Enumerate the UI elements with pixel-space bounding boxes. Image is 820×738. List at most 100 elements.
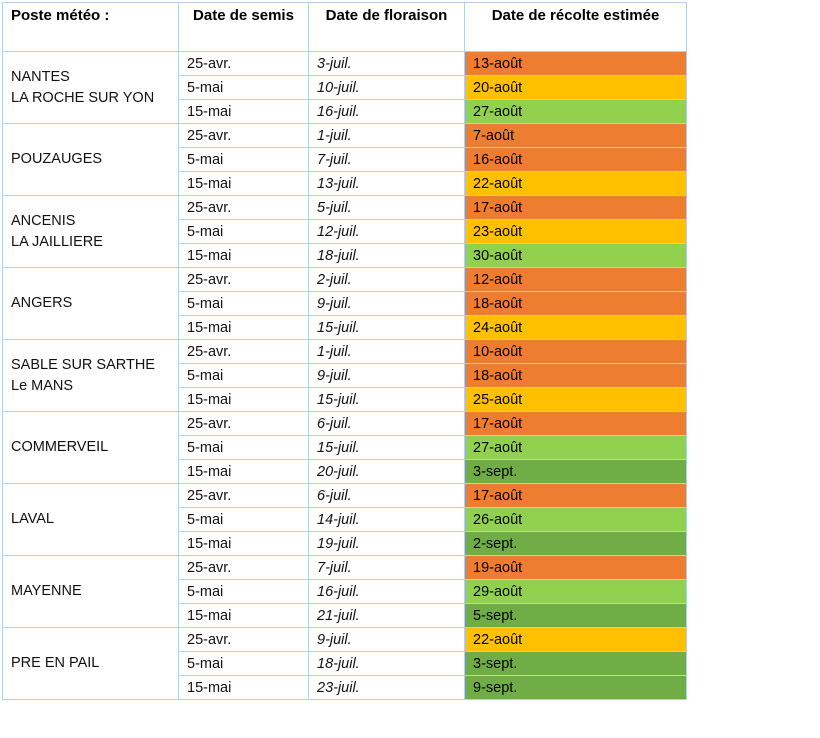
table-row: 15-mai 16-juil. 27-août	[3, 99, 687, 124]
semis-cell: 25-avr.	[178, 123, 309, 148]
station-cell: SABLE SUR SARTHE Le MANS	[2, 339, 179, 412]
floraison-cell: 12-juil.	[308, 219, 465, 244]
floraison-cell: 18-juil.	[308, 243, 465, 268]
semis-cell: 25-avr.	[178, 627, 309, 652]
recolte-cell: 10-août	[464, 339, 687, 364]
recolte-cell: 12-août	[464, 267, 687, 292]
table-row: 5-mai 14-juil. 26-août	[3, 507, 687, 532]
station-cell: LAVAL	[2, 483, 179, 556]
recolte-cell: 16-août	[464, 147, 687, 172]
floraison-cell: 20-juil.	[308, 459, 465, 484]
station-cell: MAYENNE	[2, 555, 179, 628]
header-date-semis: Date de semis	[178, 2, 309, 52]
floraison-cell: 13-juil.	[308, 171, 465, 196]
floraison-cell: 15-juil.	[308, 315, 465, 340]
table-row: 5-mai 9-juil. 18-août	[3, 291, 687, 316]
station-cell: ANCENIS LA JAILLIERE	[2, 195, 179, 268]
semis-cell: 25-avr.	[178, 411, 309, 436]
recolte-cell: 27-août	[464, 99, 687, 124]
table-row: 15-mai 13-juil. 22-août	[3, 171, 687, 196]
table-row: ANGERS 25-avr. 2-juil. 12-août	[2, 267, 687, 340]
floraison-cell: 6-juil.	[308, 483, 465, 508]
semis-cell: 5-mai	[178, 435, 309, 460]
harvest-date-table: Poste météo : Date de semis Date de flor…	[2, 2, 687, 700]
table-row: ANCENIS LA JAILLIERE 25-avr. 5-juil. 17-août	[2, 195, 687, 268]
recolte-cell: 25-août	[464, 387, 687, 412]
station-name-line: LA JAILLIERE	[11, 233, 103, 250]
semis-cell: 5-mai	[178, 579, 309, 604]
floraison-cell: 7-juil.	[308, 555, 465, 580]
table-body: NANTES LA ROCHE SUR YON 25-avr. 3-juil. 13-a…	[2, 51, 687, 700]
station-name-line: ANGERS	[11, 295, 73, 311]
station-name-line: PRE EN PAIL	[11, 655, 100, 671]
semis-cell: 5-mai	[178, 651, 309, 676]
recolte-cell: 5-sept.	[464, 603, 687, 628]
recolte-cell: 20-août	[464, 75, 687, 100]
floraison-cell: 18-juil.	[308, 651, 465, 676]
header-date-floraison: Date de floraison	[308, 2, 465, 52]
recolte-cell: 2-sept.	[464, 531, 687, 556]
recolte-cell: 23-août	[464, 219, 687, 244]
semis-cell: 5-mai	[178, 219, 309, 244]
semis-cell: 5-mai	[178, 363, 309, 388]
table-row: MAYENNE 25-avr. 7-juil. 19-août	[2, 555, 687, 628]
table-row: 5-mai 7-juil. 16-août	[3, 147, 687, 172]
floraison-cell: 1-juil.	[308, 123, 465, 148]
station-name-line: COMMERVEIL	[11, 439, 109, 455]
floraison-cell: 16-juil.	[308, 579, 465, 604]
station-cell: NANTES LA ROCHE SUR YON	[2, 51, 179, 124]
floraison-cell: 9-juil.	[308, 291, 465, 316]
recolte-cell: 17-août	[464, 483, 687, 508]
table-row: POUZAUGES 25-avr. 1-juil. 7-août	[2, 123, 687, 196]
floraison-cell: 9-juil.	[308, 363, 465, 388]
table-row: 15-mai 18-juil. 30-août	[3, 243, 687, 268]
semis-cell: 15-mai	[178, 675, 309, 700]
floraison-cell: 9-juil.	[308, 627, 465, 652]
floraison-cell: 15-juil.	[308, 387, 465, 412]
recolte-cell: 3-sept.	[464, 651, 687, 676]
header-poste-meteo: Poste météo :	[2, 2, 179, 52]
recolte-cell: 27-août	[464, 435, 687, 460]
recolte-cell: 24-août	[464, 315, 687, 340]
semis-cell: 5-mai	[178, 507, 309, 532]
table-row: PRE EN PAIL 25-avr. 9-juil. 22-août	[2, 627, 687, 700]
station-name-line: Le MANS	[11, 377, 74, 394]
semis-cell: 25-avr.	[178, 483, 309, 508]
recolte-cell: 18-août	[464, 363, 687, 388]
floraison-cell: 15-juil.	[308, 435, 465, 460]
table-row: 5-mai 12-juil. 23-août	[3, 219, 687, 244]
table-row: NANTES LA ROCHE SUR YON 25-avr. 3-juil. 13-a…	[2, 51, 687, 124]
recolte-cell: 29-août	[464, 579, 687, 604]
table-row: 5-mai 9-juil. 18-août	[3, 363, 687, 388]
header-row: Poste météo : Date de semis Date de flor…	[2, 2, 687, 52]
floraison-cell: 10-juil.	[308, 75, 465, 100]
table-row: 5-mai 16-juil. 29-août	[3, 579, 687, 604]
recolte-cell: 18-août	[464, 291, 687, 316]
recolte-cell: 26-août	[464, 507, 687, 532]
station-name-line: SABLE SUR SARTHE	[11, 356, 155, 373]
floraison-cell: 2-juil.	[308, 267, 465, 292]
station-cell: POUZAUGES	[2, 123, 179, 196]
table-row: 15-mai 23-juil. 9-sept.	[3, 675, 687, 700]
recolte-cell: 13-août	[464, 51, 687, 76]
header-date-recolte: Date de récolte estimée	[464, 2, 687, 52]
semis-cell: 25-avr.	[178, 555, 309, 580]
station-cell: ANGERS	[2, 267, 179, 340]
semis-cell: 15-mai	[178, 531, 309, 556]
semis-cell: 15-mai	[178, 243, 309, 268]
table-row: 5-mai 10-juil. 20-août	[3, 75, 687, 100]
semis-cell: 5-mai	[178, 147, 309, 172]
recolte-cell: 19-août	[464, 555, 687, 580]
recolte-cell: 30-août	[464, 243, 687, 268]
recolte-cell: 22-août	[464, 171, 687, 196]
semis-cell: 25-avr.	[178, 195, 309, 220]
recolte-cell: 17-août	[464, 411, 687, 436]
floraison-cell: 3-juil.	[308, 51, 465, 76]
floraison-cell: 5-juil.	[308, 195, 465, 220]
floraison-cell: 6-juil.	[308, 411, 465, 436]
station-name-line: MAYENNE	[11, 583, 82, 599]
recolte-cell: 9-sept.	[464, 675, 687, 700]
table-row: COMMERVEIL 25-avr. 6-juil. 17-août	[2, 411, 687, 484]
floraison-cell: 1-juil.	[308, 339, 465, 364]
